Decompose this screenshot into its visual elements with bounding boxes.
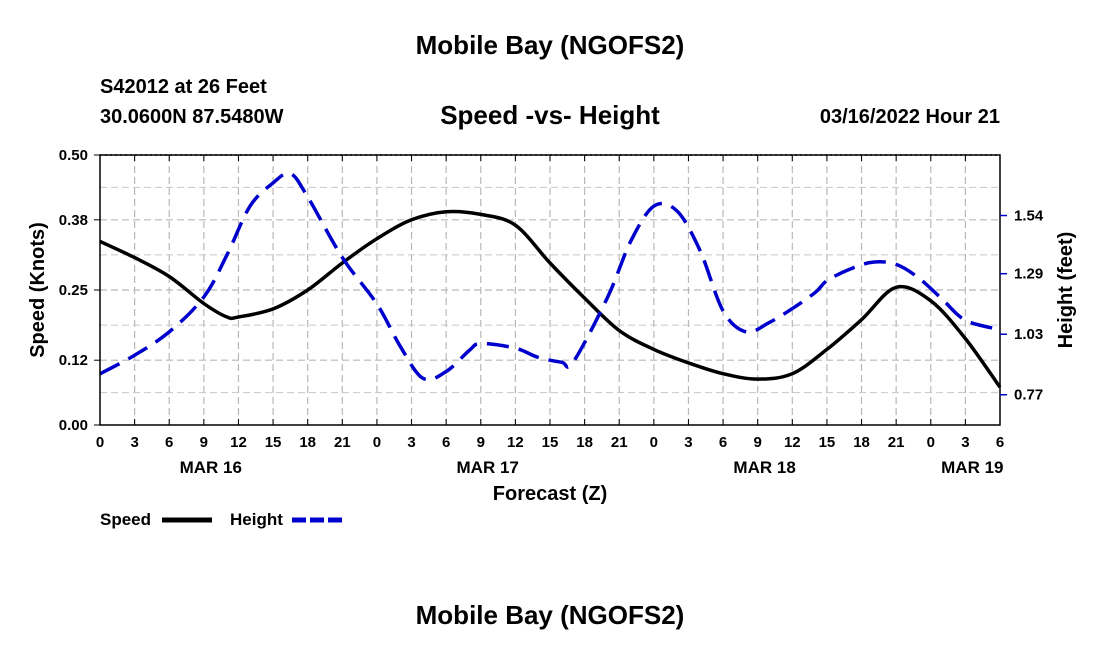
y-tick-label-left: 0.25 xyxy=(59,282,88,299)
x-tick-label: 0 xyxy=(927,434,935,451)
x-tick-label: 6 xyxy=(442,434,450,451)
y-tick-label-right: 0.77 xyxy=(1014,387,1043,404)
y-tick-label-left: 0.38 xyxy=(59,212,88,229)
y-tick-label-right: 1.29 xyxy=(1014,266,1043,283)
x-tick-label: 6 xyxy=(165,434,173,451)
legend-label-speed: Speed xyxy=(100,510,151,529)
y-axis-title-right: Height (feet) xyxy=(1055,232,1077,349)
x-tick-label: 18 xyxy=(853,434,870,451)
grid xyxy=(100,155,1000,425)
chart-title: Mobile Bay (NGOFS2) xyxy=(415,30,685,60)
date-label: MAR 18 xyxy=(733,458,795,477)
series-line-height xyxy=(99,171,1001,382)
x-tick-label: 3 xyxy=(961,434,969,451)
x-tick-label: 15 xyxy=(265,434,282,451)
x-tick-label: 12 xyxy=(507,434,524,451)
x-tick-label: 18 xyxy=(576,434,593,451)
x-tick-label: 12 xyxy=(230,434,247,451)
x-tick-label: 0 xyxy=(650,434,658,451)
y-tick-label-left: 0.12 xyxy=(59,352,88,369)
forecast-datetime: 03/16/2022 Hour 21 xyxy=(819,106,1000,128)
legend-label-height: Height xyxy=(230,510,283,529)
date-label: MAR 17 xyxy=(457,458,519,477)
x-tick-label: 6 xyxy=(719,434,727,451)
x-tick-label: 9 xyxy=(200,434,208,451)
footer-title: Mobile Bay (NGOFS2) xyxy=(415,600,685,630)
chart-subtitle: Speed -vs- Height xyxy=(440,100,660,130)
date-label: MAR 16 xyxy=(180,458,242,477)
y-tick-label-right: 1.54 xyxy=(1014,208,1044,225)
y-tick-label-right: 1.03 xyxy=(1014,326,1043,343)
x-tick-label: 12 xyxy=(784,434,801,451)
x-tick-label: 21 xyxy=(334,434,351,451)
x-tick-label: 21 xyxy=(888,434,905,451)
x-tick-label: 9 xyxy=(754,434,762,451)
x-tick-label: 15 xyxy=(819,434,836,451)
axes-layer: 0 3 6 9 12 15 18 21 0 3 6 9 12 15 18 21 0 3 6 9 12 15 18 21 0 3 6 0… xyxy=(59,147,1044,477)
x-tick-label: 3 xyxy=(407,434,415,451)
y-tick-label-left: 0.50 xyxy=(59,147,88,164)
x-tick-label: 6 xyxy=(996,434,1004,451)
x-tick-label: 21 xyxy=(611,434,628,451)
x-tick-label: 9 xyxy=(477,434,485,451)
legend: Speed Height xyxy=(100,510,342,529)
x-tick-label: 0 xyxy=(373,434,381,451)
y-axis-title-left: Speed (Knots) xyxy=(27,222,49,358)
date-label: MAR 19 xyxy=(941,458,1003,477)
series-line-speed xyxy=(99,209,1002,389)
x-axis-title: Forecast (Z) xyxy=(493,483,607,505)
x-tick-label: 3 xyxy=(130,434,138,451)
x-tick-label: 3 xyxy=(684,434,692,451)
x-tick-label: 18 xyxy=(299,434,316,451)
x-tick-label: 0 xyxy=(96,434,104,451)
coordinates-label: 30.0600N 87.5480W xyxy=(100,106,284,128)
y-tick-label-left: 0.00 xyxy=(59,417,88,434)
series-layer xyxy=(99,171,1002,389)
station-label: S42012 at 26 Feet xyxy=(100,76,267,98)
x-tick-label: 15 xyxy=(542,434,559,451)
